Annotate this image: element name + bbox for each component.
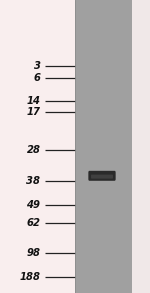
Text: 188: 188 (20, 272, 40, 282)
Text: 17: 17 (27, 107, 40, 117)
Text: 28: 28 (27, 145, 40, 155)
FancyBboxPatch shape (91, 175, 113, 179)
Text: 6: 6 (33, 73, 41, 83)
FancyBboxPatch shape (88, 171, 116, 181)
Bar (75, 0, 132, 293)
Text: 49: 49 (27, 200, 40, 210)
Text: 62: 62 (27, 218, 40, 228)
Text: 14: 14 (27, 96, 40, 106)
Text: 98: 98 (27, 248, 40, 258)
Text: 38: 38 (27, 176, 40, 186)
Text: 3: 3 (33, 61, 41, 71)
Bar (132, 0, 150, 293)
